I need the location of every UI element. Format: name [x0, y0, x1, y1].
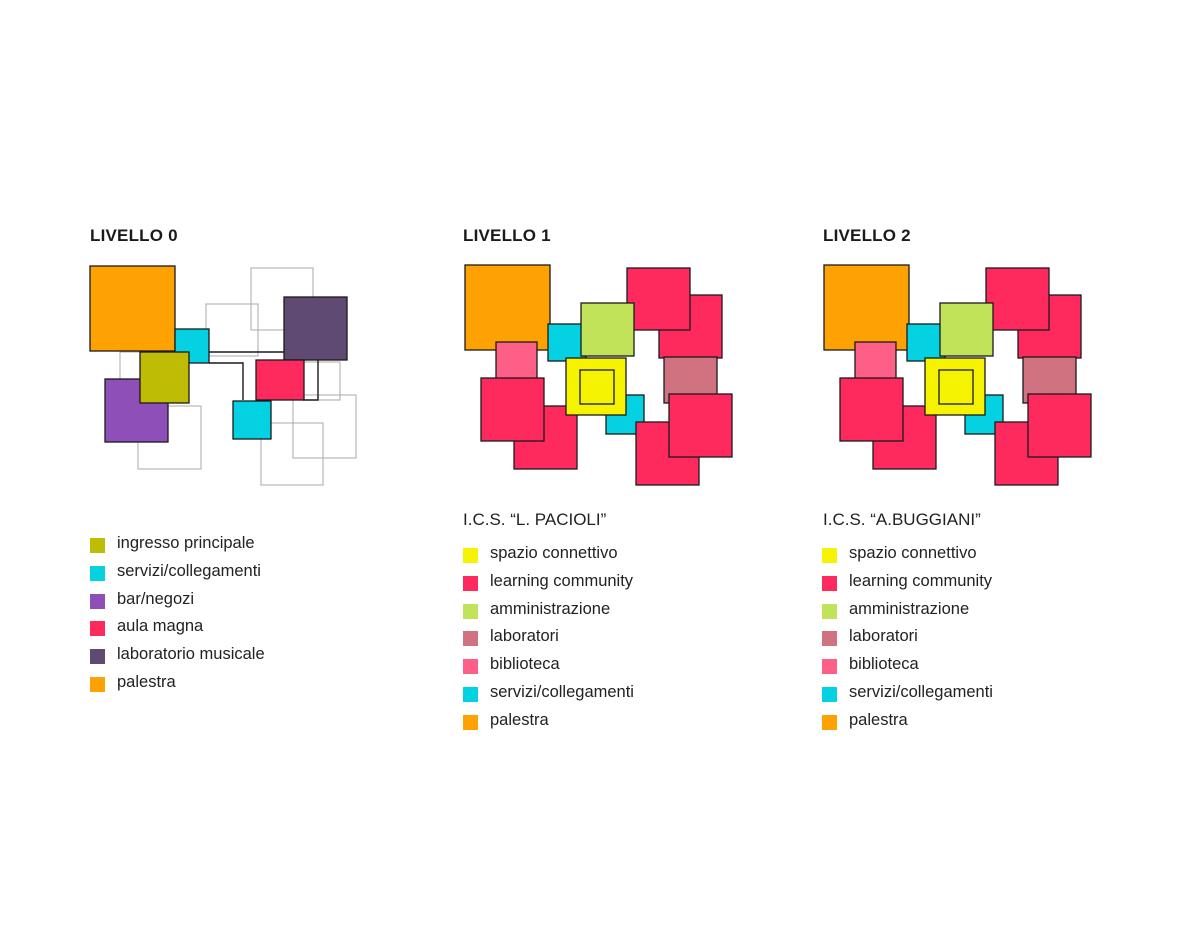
diagram-livello-0 [89, 265, 357, 486]
room-learning-community [668, 393, 733, 458]
outline-room [292, 394, 357, 459]
room-learning-community [839, 377, 904, 442]
connection-line [209, 362, 244, 400]
legend-label: palestra [117, 672, 176, 691]
room-palestra [464, 264, 551, 351]
legend-swatch [822, 659, 837, 675]
legend-label: servizi/collegamenti [849, 682, 993, 701]
connection-line [303, 360, 319, 401]
legend-swatch [463, 714, 478, 730]
school-name-buggiani: I.C.S. “A.BUGGIANI” [823, 510, 981, 529]
room-spazio-connettivo-inner [579, 369, 615, 405]
room-servizi [906, 323, 946, 362]
legend-label: bar/negozi [117, 589, 195, 608]
connection-lines [209, 351, 319, 401]
room-biblioteca [495, 341, 538, 381]
room-laboratorio-musicale [283, 296, 348, 361]
legend-label: palestra [849, 710, 908, 729]
panel-title-livello-0: LIVELLO 0 [90, 226, 178, 245]
room-servizi [547, 323, 587, 362]
legend-swatch [822, 548, 837, 563]
legend-label: spazio connettivo [849, 544, 977, 562]
room-palestra [89, 265, 176, 352]
outline-room [119, 351, 141, 381]
legend-label: servizi/collegamenti [490, 682, 634, 701]
diagram-livello-2 [823, 264, 1092, 486]
legend-swatch [90, 621, 105, 637]
legend-swatch [822, 686, 837, 702]
room-spazio-connettivo [924, 357, 986, 416]
legend-swatch [90, 565, 105, 581]
legend-label: palestra [490, 710, 549, 729]
legend-label: biblioteca [849, 655, 919, 674]
legend-label: aula magna [117, 617, 204, 636]
legend-swatch [822, 603, 837, 619]
room-palestra [823, 264, 910, 351]
legend-swatch [90, 538, 105, 553]
room-learning-community [985, 267, 1050, 331]
legend-swatch [90, 649, 105, 665]
legend-swatch [463, 686, 478, 702]
room-servizi [232, 400, 272, 440]
diagram-livello-1 [464, 264, 733, 486]
outline-room [205, 303, 259, 357]
room-biblioteca [854, 341, 897, 381]
legend-label: laboratorio musicale [117, 645, 265, 664]
room-spazio-connettivo [565, 357, 627, 416]
legend-label: laboratori [849, 627, 918, 646]
legend-label: amministrazione [490, 599, 611, 618]
legend-swatch [822, 631, 837, 647]
legend-swatch [90, 676, 105, 692]
legend-swatch [90, 593, 105, 609]
school-name-pacioli: I.C.S. “L. PACIOLI” [463, 510, 607, 529]
legend-label: learning community [849, 571, 993, 590]
room-spazio-connettivo-inner [938, 369, 974, 405]
panel-title-livello-2: LIVELLO 2 [823, 226, 911, 245]
legend-swatch [463, 548, 478, 563]
legend-label: ingresso principale [117, 534, 255, 552]
room-aula-magna [255, 359, 305, 401]
room-amministrazione [580, 302, 635, 357]
outline-room [260, 422, 324, 486]
legend-swatch [822, 575, 837, 591]
room-learning-community [1027, 393, 1092, 458]
legend-label: laboratori [490, 627, 559, 646]
legend-swatch [463, 631, 478, 647]
legend-label: amministrazione [849, 599, 970, 618]
room-learning-community [626, 267, 691, 331]
legend-label: biblioteca [490, 655, 560, 674]
legend-swatch [463, 603, 478, 619]
legend-swatch [463, 575, 478, 591]
panel-title-livello-1: LIVELLO 1 [463, 226, 551, 245]
room-learning-community [480, 377, 545, 442]
room-ingresso-principale [139, 351, 190, 404]
legend-label: servizi/collegamenti [117, 561, 261, 580]
room-amministrazione [939, 302, 994, 357]
legend-label: spazio connettivo [490, 544, 618, 562]
legend-label: learning community [490, 571, 634, 590]
legend-swatch [822, 714, 837, 730]
legend-swatch [463, 659, 478, 675]
